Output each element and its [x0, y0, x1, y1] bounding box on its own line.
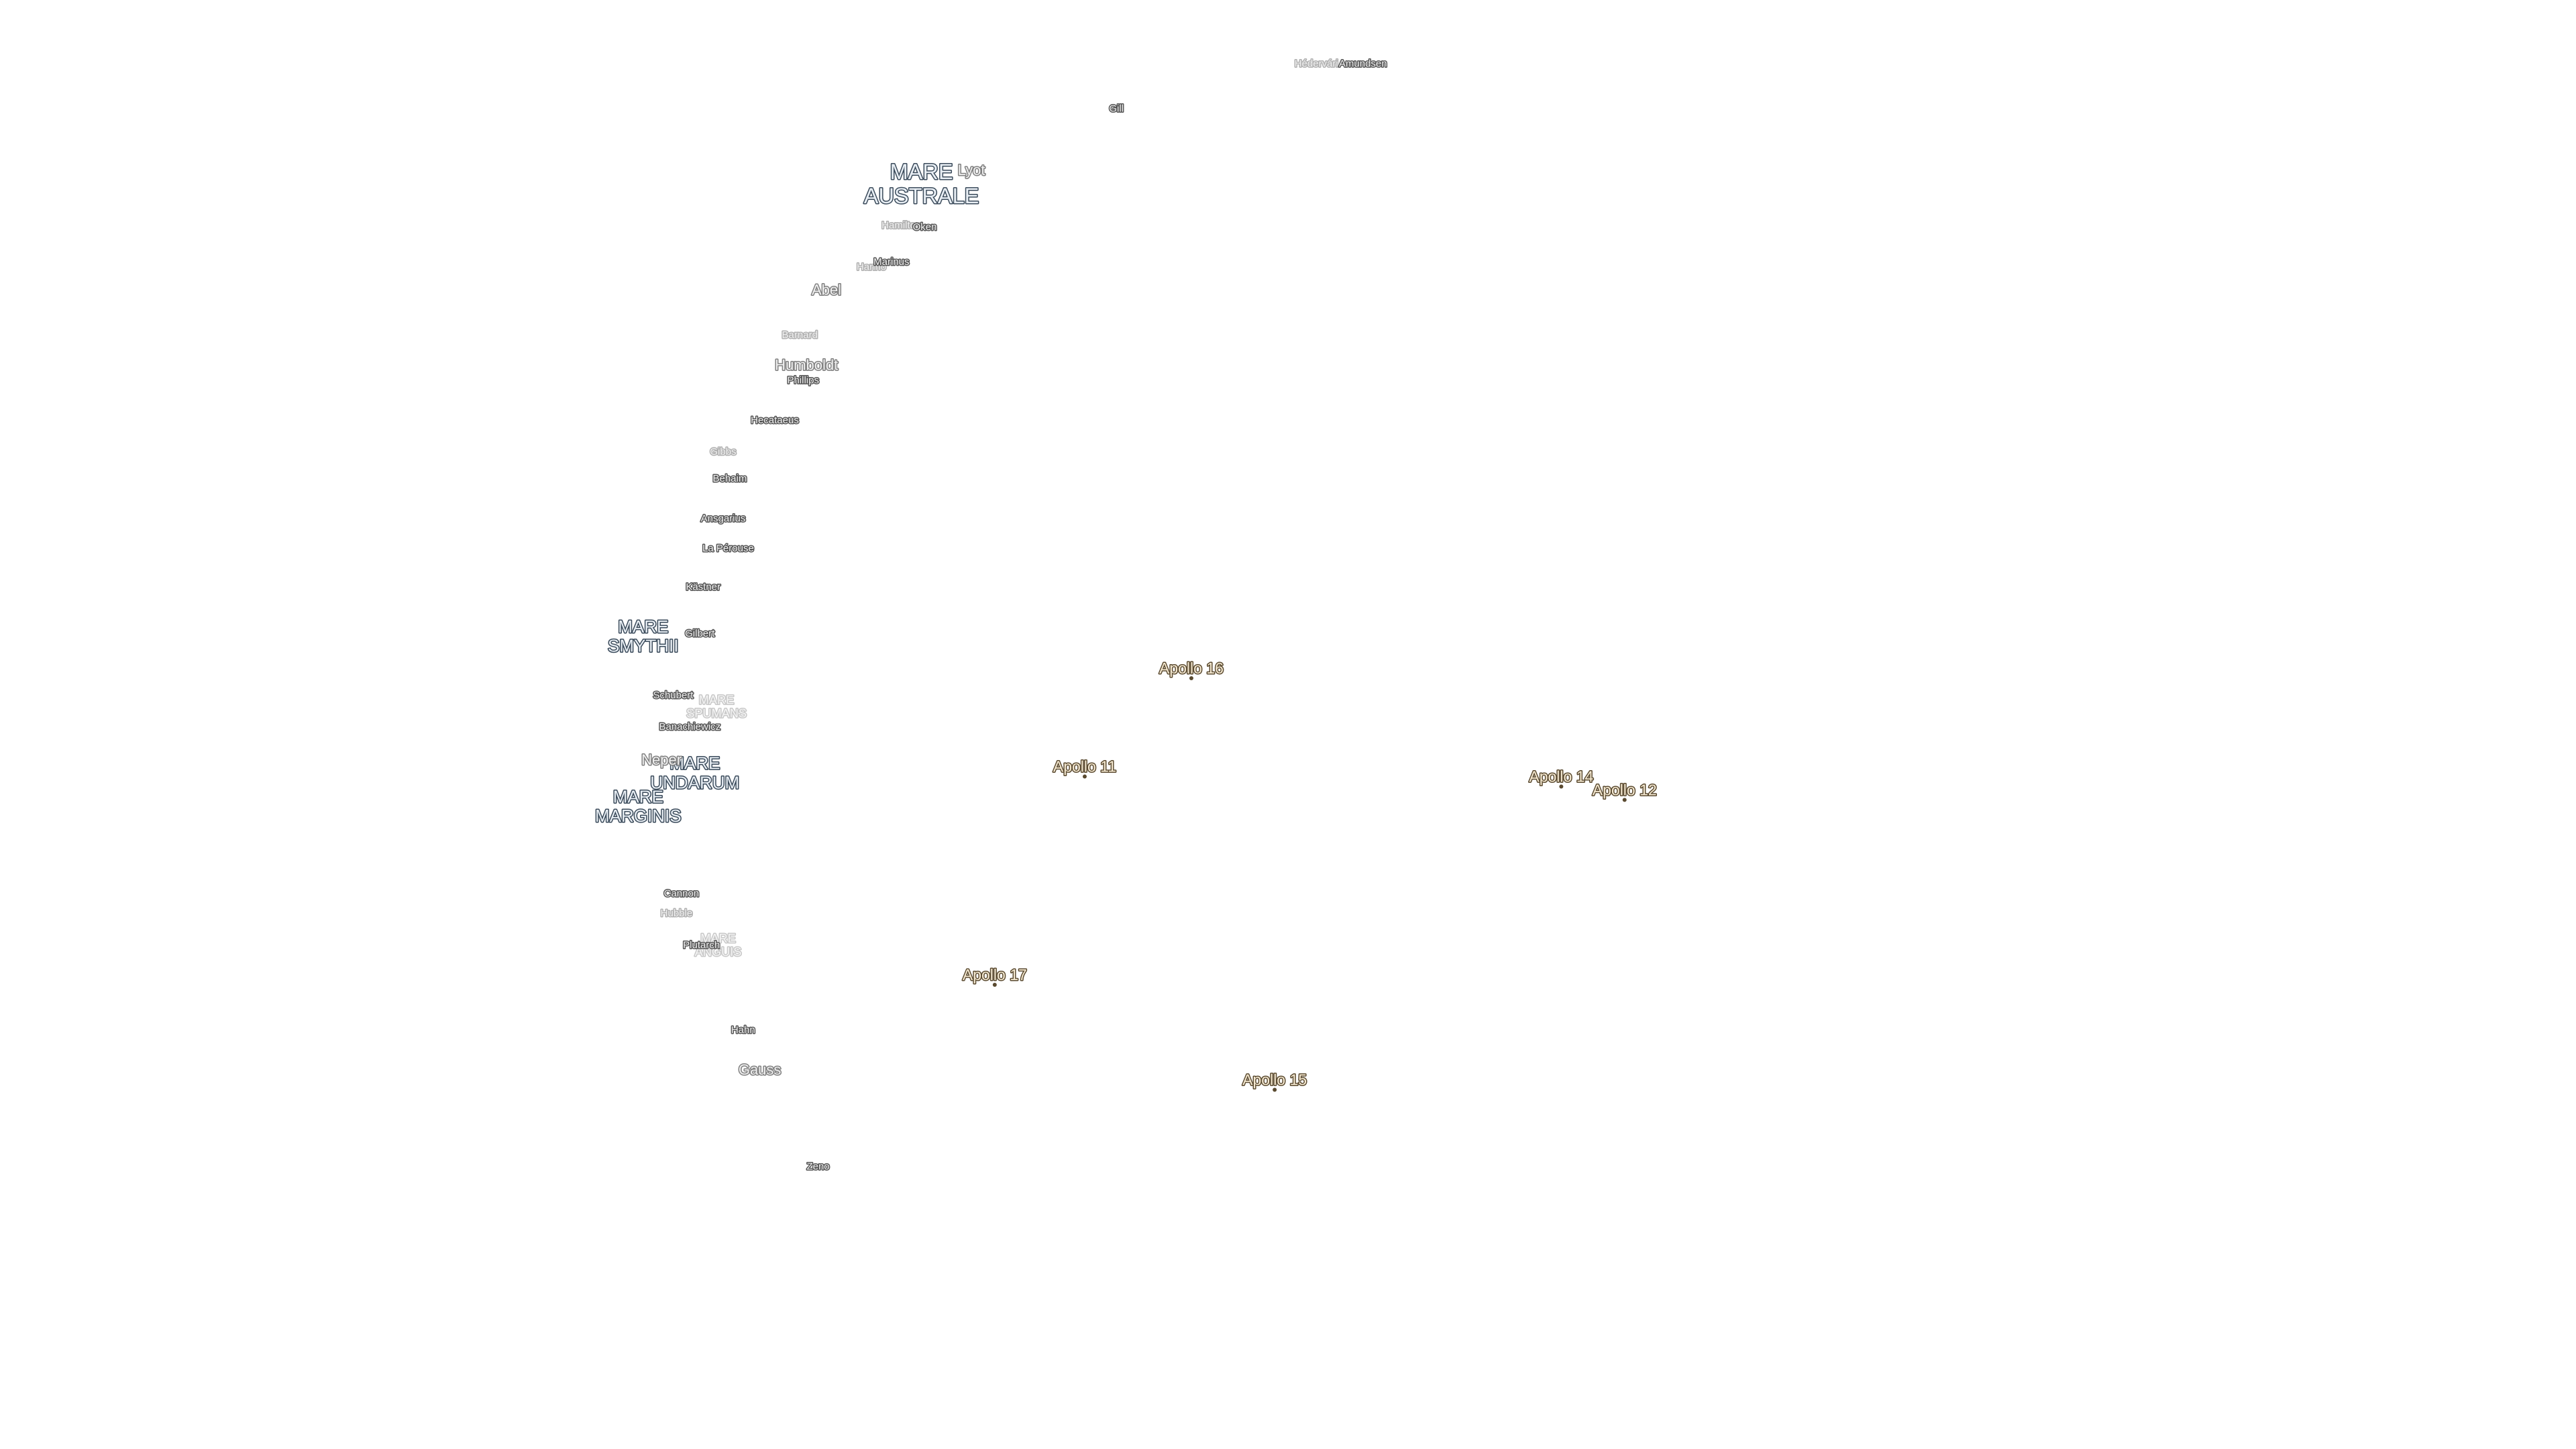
landing-site-label: Apollo 16: [1159, 659, 1224, 677]
crater-label: Plutarch: [683, 939, 720, 951]
crater-label: Zeno: [806, 1161, 829, 1173]
landing-site-marker: [992, 983, 997, 987]
landing-site-marker: [1559, 784, 1564, 789]
mare-label: MARE MARGINIS: [595, 786, 682, 826]
mare-label-line: ANGUIS: [695, 945, 742, 959]
crater-label: Humboldt: [775, 356, 838, 373]
landing-site-marker: [1189, 676, 1193, 681]
mare-label-line: MARE: [699, 694, 735, 707]
crater-label: Kästner: [686, 581, 720, 592]
mare-label-line: SMYTHII: [608, 636, 678, 656]
landing-site-marker: [1622, 798, 1627, 802]
crater-label: Hamilton: [881, 219, 921, 231]
landing-site-label: Apollo 12: [1593, 781, 1657, 798]
crater-label: La Pérouse: [702, 543, 754, 554]
landing-site-label: Apollo 14: [1529, 767, 1593, 785]
crater-label: Abel: [812, 282, 841, 299]
landing-site-marker: [1273, 1087, 1277, 1092]
mare-label-line: SPUMANS: [686, 707, 747, 720]
crater-label: Ansgarius: [701, 513, 746, 524]
crater-label: Gauss: [739, 1061, 782, 1078]
mare-label: MARE UNDARUM: [650, 753, 739, 793]
landing-site-label: Apollo 11: [1053, 758, 1116, 775]
landing-site-label: Apollo 15: [1242, 1071, 1307, 1089]
crater-label: Barnard: [782, 329, 818, 341]
crater-label: Marinus: [873, 256, 909, 268]
mare-label: MARE SMYTHII: [608, 616, 678, 656]
mare-label-line: MARE: [700, 932, 736, 945]
mare-label-line: MARGINIS: [595, 806, 682, 826]
crater-label: Behaim: [712, 473, 747, 484]
mare-label: MARE AUSTRALE: [864, 160, 979, 208]
crater-label: Hédervári: [1295, 58, 1338, 69]
crater-label: Neper: [641, 751, 682, 768]
landing-site-label: Apollo 17: [963, 966, 1027, 983]
crater-label: Gill: [1109, 103, 1124, 114]
landing-site-marker: [1082, 774, 1087, 779]
crater-label: Lyot: [958, 162, 985, 178]
crater-label: Cannon: [664, 888, 700, 899]
mare-label-line: MARE: [618, 616, 668, 637]
crater-label: Schubert: [653, 690, 694, 701]
crater-label: Gilbert: [685, 628, 715, 639]
crater-label: Hahn: [731, 1024, 755, 1036]
crater-label: Amundsen: [1339, 58, 1387, 69]
mare-label-line: MARE: [890, 160, 953, 184]
crater-label: Oken: [913, 221, 937, 233]
crater-label: Hubble: [661, 908, 693, 919]
mare-label-line: MARE: [613, 786, 663, 806]
crater-label: Phillips: [787, 374, 819, 386]
mare-label: MARE ANGUIS: [695, 932, 742, 959]
mare-label: MARE SPUMANS: [686, 694, 747, 720]
mare-label-line: UNDARUM: [650, 772, 739, 792]
mare-label-line: MARE: [669, 753, 720, 773]
crater-label: Gibbs: [710, 446, 736, 458]
crater-label: Hanno: [857, 261, 886, 272]
crater-label: Hecataeus: [751, 415, 799, 426]
crater-label: Banachiewicz: [659, 721, 720, 733]
mare-label-line: AUSTRALE: [864, 184, 979, 208]
